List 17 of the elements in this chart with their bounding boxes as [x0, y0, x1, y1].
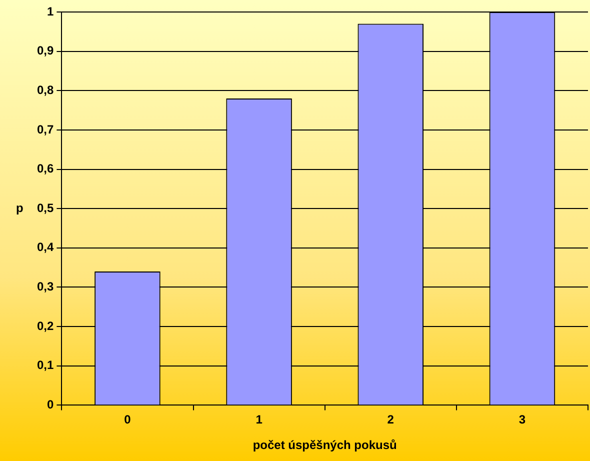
- x-tick-label: 2: [387, 412, 394, 427]
- y-tick-label: 0,3: [36, 280, 54, 294]
- y-tick-label: 0,9: [36, 44, 54, 58]
- y-axis-title: p: [16, 200, 24, 215]
- x-axis-title: počet úspěšných pokusů: [252, 438, 397, 452]
- x-tick-label: 3: [518, 412, 526, 427]
- y-tick-label: 0,6: [36, 162, 54, 176]
- y-tick-label: 0,1: [36, 358, 54, 372]
- x-tick-label: 1: [256, 412, 263, 427]
- y-tick-label: 0,4: [36, 240, 54, 254]
- y-tick-label: 0: [46, 398, 54, 412]
- y-tick-label: 0,5: [36, 200, 54, 215]
- y-tick-label: 0,8: [36, 82, 54, 97]
- y-tick-label: 0,7: [36, 122, 54, 136]
- y-tick-label: 1: [46, 4, 54, 18]
- x-tick-label: 0: [124, 412, 132, 427]
- y-tick-label: 0,2: [36, 318, 54, 333]
